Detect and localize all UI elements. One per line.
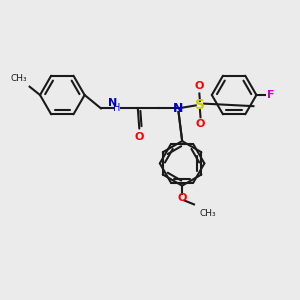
Text: O: O bbox=[196, 119, 205, 129]
Text: H: H bbox=[113, 103, 120, 113]
Text: CH₃: CH₃ bbox=[11, 74, 27, 83]
Text: N: N bbox=[173, 102, 184, 115]
Text: O: O bbox=[195, 81, 204, 92]
Text: S: S bbox=[195, 98, 205, 112]
Text: N: N bbox=[108, 98, 117, 108]
Text: O: O bbox=[177, 193, 187, 202]
Text: F: F bbox=[267, 90, 274, 100]
Text: CH₃: CH₃ bbox=[200, 209, 217, 218]
Text: O: O bbox=[135, 132, 144, 142]
